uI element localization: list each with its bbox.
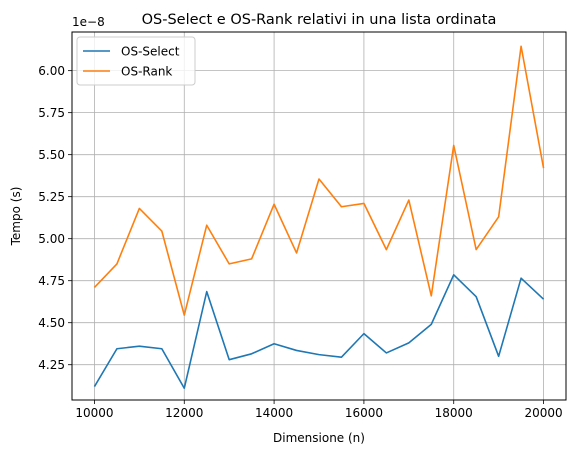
x-tick-label: 12000 bbox=[165, 406, 203, 420]
x-tick-label: 20000 bbox=[524, 406, 562, 420]
legend-label-os-rank: OS-Rank bbox=[121, 65, 172, 79]
y-tick-label: 4.25 bbox=[38, 358, 65, 372]
x-tick-label: 16000 bbox=[345, 406, 383, 420]
y-axis-label: Tempo (s) bbox=[9, 187, 23, 247]
x-tick-label: 10000 bbox=[75, 406, 113, 420]
x-axis-ticks: 10000 12000 14000 16000 18000 20000 bbox=[75, 400, 563, 420]
series-line-os-rank bbox=[93, 45, 545, 316]
y-tick-label: 6.00 bbox=[38, 64, 65, 78]
series-group bbox=[93, 45, 545, 390]
y-tick-label: 5.25 bbox=[38, 190, 65, 204]
plot-frame bbox=[71, 31, 567, 401]
x-tick-label: 14000 bbox=[255, 406, 293, 420]
legend-box bbox=[76, 36, 196, 86]
y-axis-ticks: 4.25 4.50 4.75 5.00 5.25 5.50 5.75 6.00 bbox=[38, 64, 72, 372]
legend: OS-Select OS-Rank bbox=[76, 36, 196, 86]
y-tick-label: 4.50 bbox=[38, 316, 65, 330]
series-line-os-select bbox=[93, 274, 545, 390]
legend-label-os-select: OS-Select bbox=[121, 45, 180, 59]
y-tick-label: 4.75 bbox=[38, 274, 65, 288]
y-tick-label: 5.50 bbox=[38, 148, 65, 162]
y-tick-label: 5.00 bbox=[38, 232, 65, 246]
chart-title: OS-Select e OS-Rank relativi in una list… bbox=[142, 12, 497, 28]
x-tick-label: 18000 bbox=[435, 406, 473, 420]
x-axis-label: Dimensione (n) bbox=[273, 431, 365, 445]
y-tick-label: 5.75 bbox=[38, 106, 65, 120]
y-axis-offset-label: 1e−8 bbox=[72, 15, 105, 29]
